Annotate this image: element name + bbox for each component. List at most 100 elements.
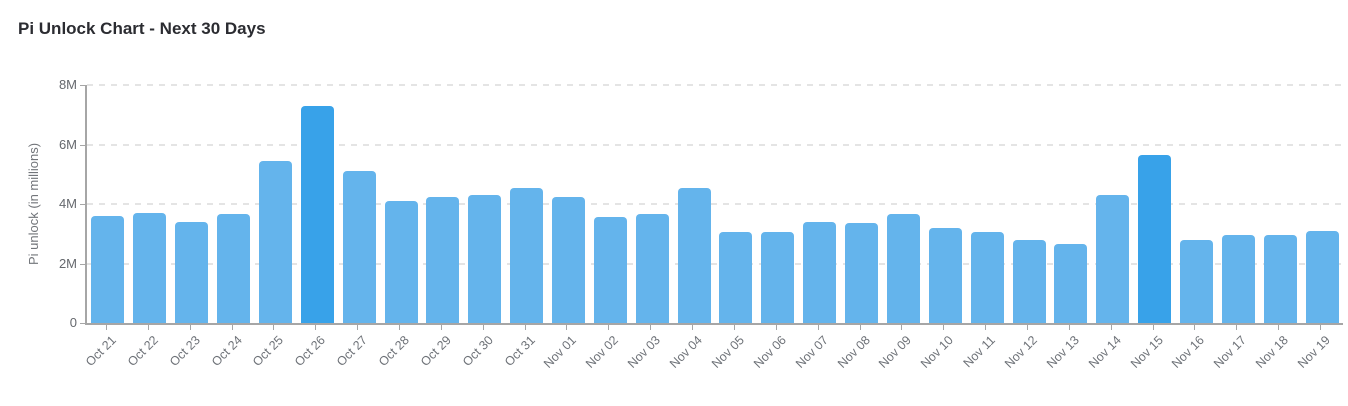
bar-nov-18[interactable] [1263,235,1297,323]
x-axis-tick [817,325,819,330]
x-tick-label: Oct 23 [166,333,203,369]
x-axis-tick [692,325,694,330]
bar-oct-24[interactable] [217,214,251,323]
x-axis-tick [482,325,484,330]
bar-nov-12[interactable] [1012,239,1046,323]
x-axis-tick [399,325,400,330]
x-tick-label: Nov 07 [792,333,831,371]
x-axis-tick [147,325,149,330]
x-axis-tick [943,325,945,330]
x-tick-label: Nov 17 [1211,333,1250,371]
x-tick-label: Oct 21 [82,333,119,369]
bar-oct-28[interactable] [384,201,418,323]
x-tick-label: Nov 03 [625,333,664,371]
y-tick-label: 6M [58,136,77,152]
x-tick-label: Nov 15 [1127,333,1166,371]
y-axis-tick [80,204,85,205]
x-axis-tick [189,325,191,330]
x-tick-label: Nov 14 [1085,333,1124,371]
x-axis-tick [1194,325,1196,330]
x-tick-label: Nov 11 [960,333,999,371]
bar-nov-04[interactable] [677,187,711,323]
bar-nov-01[interactable] [551,196,585,323]
x-tick-label: Nov 18 [1253,333,1292,371]
x-tick-label: Nov 04 [667,333,705,371]
gridline-4m [87,203,1343,205]
y-tick-label: 0 [69,315,77,330]
chart-title: Pi Unlock Chart - Next 30 Days [18,19,266,38]
y-axis-tick [80,85,85,86]
x-tick-label: Oct 30 [459,333,496,369]
x-tick-label: Oct 28 [375,333,412,369]
x-tick-label: Nov 19 [1295,333,1333,371]
bar-oct-23[interactable] [175,221,209,323]
x-tick-label: Nov 16 [1169,333,1208,371]
plot-area [85,84,1343,325]
x-axis-tick [608,325,610,330]
x-tick-label: Nov 06 [750,333,789,371]
x-tick-label: Oct 27 [334,333,371,369]
x-axis-tick [985,325,987,330]
x-tick-label: Nov 05 [708,333,747,371]
bar-nov-03[interactable] [635,214,669,323]
x-axis-tick [1278,325,1280,330]
bar-oct-30[interactable] [468,195,502,323]
x-tick-label: Oct 26 [292,333,329,369]
gridline-6m [87,143,1343,146]
bar-nov-14[interactable] [1096,195,1130,323]
x-tick-label: Oct 24 [208,333,245,369]
x-axis-tick [231,325,233,330]
bar-nov-17[interactable] [1221,235,1255,323]
x-axis-tick [273,325,275,330]
x-tick-label: Nov 10 [918,333,957,371]
gridline-2m [87,262,1343,265]
x-axis-tick [1110,325,1112,330]
x-axis-tick [733,325,735,330]
bar-nov-16[interactable] [1179,239,1213,323]
x-axis-tick [1320,325,1322,330]
x-axis-tick [524,325,526,330]
bar-nov-15[interactable] [1138,154,1172,323]
bar-nov-11[interactable] [970,232,1004,323]
x-tick-label: Nov 08 [834,333,873,371]
bar-oct-26[interactable] [300,105,334,323]
y-tick-label: 2M [58,255,77,271]
x-tick-label: Nov 12 [1001,333,1040,371]
bar-nov-08[interactable] [845,223,879,323]
bar-nov-10[interactable] [928,227,962,323]
x-tick-label: Oct 29 [417,333,454,369]
bar-oct-22[interactable] [133,212,167,323]
bar-nov-05[interactable] [719,232,753,323]
x-axis-tick [357,325,359,330]
bar-nov-07[interactable] [803,221,837,323]
bar-oct-25[interactable] [258,160,292,323]
bar-oct-27[interactable] [342,171,376,323]
x-axis-tick [775,325,777,330]
x-axis-tick [1027,325,1028,330]
bar-oct-21[interactable] [91,215,125,323]
x-axis-tick [566,325,568,330]
x-axis-tick [105,325,107,330]
x-tick-label: Oct 25 [250,333,287,369]
x-axis-tick [440,325,442,330]
x-tick-label: Nov 13 [1043,333,1082,371]
x-tick-label: Nov 01 [541,333,580,371]
bar-nov-19[interactable] [1305,230,1339,323]
x-axis-tick [650,325,652,330]
gridline-8m [87,84,1343,86]
bar-nov-09[interactable] [886,214,920,323]
x-axis-tick [859,325,861,330]
x-axis-tick [315,325,317,330]
x-axis-tick [1068,325,1070,330]
y-tick-label: 8M [58,77,77,92]
bar-nov-13[interactable] [1054,244,1088,323]
bar-oct-29[interactable] [426,196,460,323]
bar-nov-02[interactable] [593,217,627,323]
x-tick-label: Nov 02 [583,333,622,371]
bar-oct-31[interactable] [510,187,544,323]
x-axis-tick [901,325,903,330]
x-axis-tick [1236,325,1238,330]
x-axis-tick [1152,325,1154,330]
bar-nov-06[interactable] [761,232,795,323]
